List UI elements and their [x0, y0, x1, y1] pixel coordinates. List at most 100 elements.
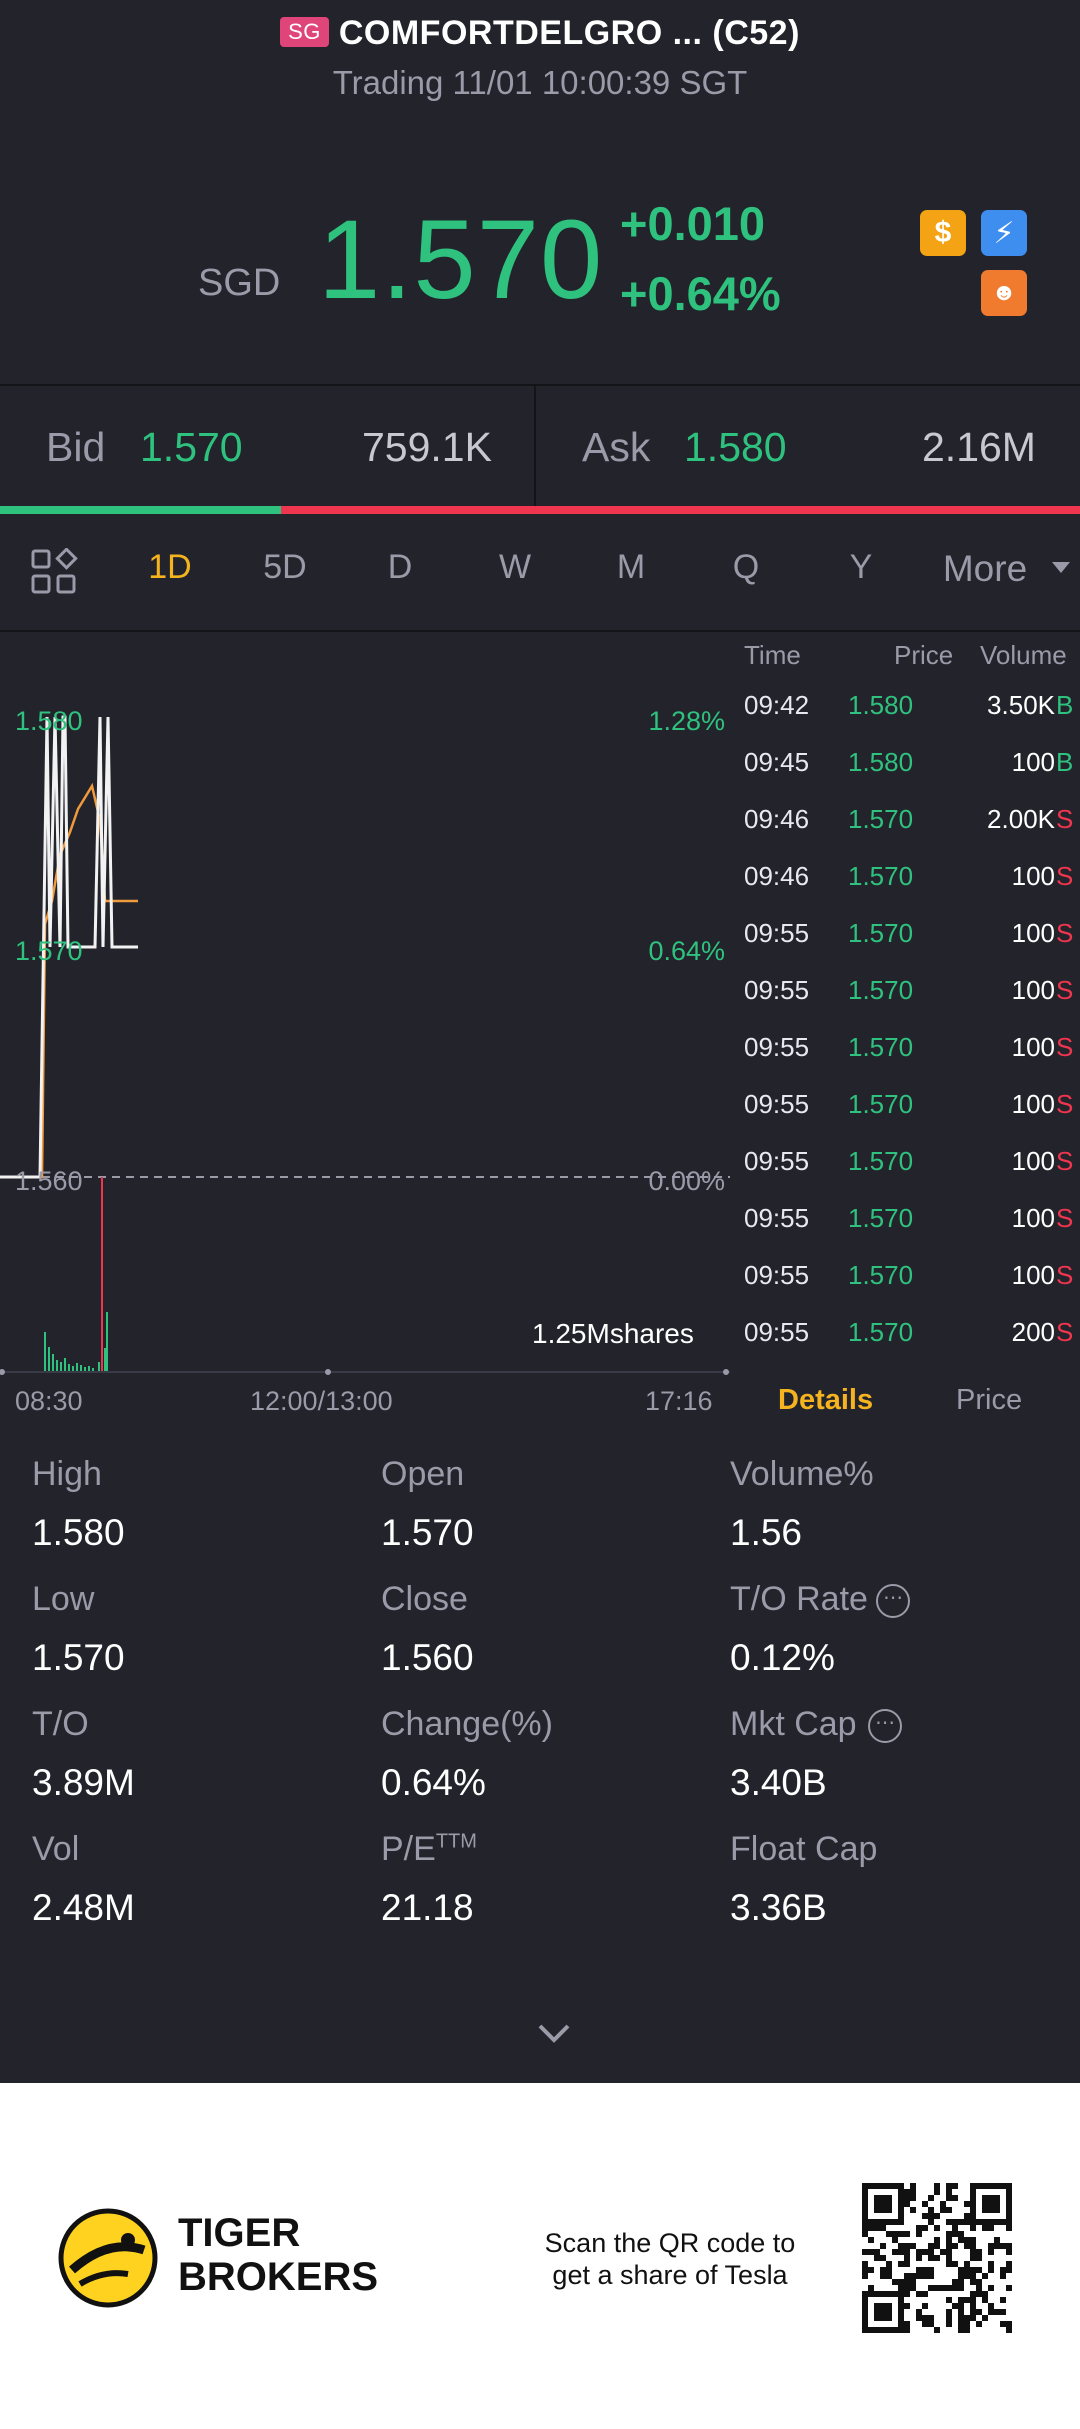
qr-module [898, 2327, 904, 2333]
qr-module [976, 2279, 982, 2285]
tab-q[interactable]: Q [732, 548, 760, 586]
qr-module [892, 2291, 898, 2297]
divider [0, 384, 1080, 386]
qr-module [892, 2237, 898, 2243]
qr-module [1006, 2267, 1012, 2273]
tiger-face-icon[interactable]: ☻ [981, 270, 1027, 316]
qr-module [970, 2237, 976, 2243]
layout-grid-icon[interactable] [30, 547, 78, 601]
trade-time: 09:42 [744, 690, 810, 720]
qr-module [1006, 2195, 1012, 2201]
qr-module [880, 2315, 886, 2321]
qr-module [964, 2267, 970, 2273]
qr-module [874, 2309, 880, 2315]
qr-module [946, 2195, 952, 2201]
qr-module [958, 2327, 964, 2333]
chevron-down-icon[interactable] [1052, 562, 1070, 573]
dollar-icon[interactable]: $ [920, 210, 966, 256]
trade-side: S [1056, 1260, 1074, 1290]
qr-module [910, 2183, 916, 2189]
volume-bar [68, 1364, 70, 1372]
qr-module [874, 2315, 880, 2321]
expand-chevron-icon[interactable] [536, 2022, 572, 2046]
trade-volume: 2.00K [987, 804, 1055, 834]
qr-module [988, 2183, 994, 2189]
trade-side: S [1056, 918, 1074, 948]
qr-code[interactable] [862, 2183, 1012, 2333]
qr-module [862, 2261, 868, 2267]
tab-w[interactable]: W [498, 548, 532, 586]
qr-module [916, 2273, 922, 2279]
qr-module [928, 2207, 934, 2213]
qr-module [934, 2213, 940, 2219]
qr-module [886, 2291, 892, 2297]
qr-module [922, 2303, 928, 2309]
qr-module [946, 2261, 952, 2267]
stat-high-value: 1.580 [32, 1512, 125, 1553]
trade-price: 1.570 [848, 1146, 914, 1176]
qr-module [916, 2249, 922, 2255]
trade-volume: 100 [1011, 747, 1055, 777]
tab-m[interactable]: M [616, 548, 646, 586]
qr-module [880, 2225, 886, 2231]
qr-module [880, 2327, 886, 2333]
qr-module [928, 2285, 934, 2291]
tab-details[interactable]: Details [778, 1384, 874, 1416]
qr-module [970, 2249, 976, 2255]
trade-time: 09:55 [744, 1089, 810, 1119]
tab-price[interactable]: Price [956, 1384, 1023, 1416]
qr-module [904, 2261, 910, 2267]
volume-bar [56, 1360, 58, 1372]
qr-module [880, 2255, 886, 2261]
trade-side: B [1056, 747, 1074, 777]
trades-header-volume: Volume [980, 640, 1067, 670]
qr-module [928, 2321, 934, 2327]
qr-module [988, 2285, 994, 2291]
intraday-chart[interactable] [0, 632, 730, 1392]
qr-module [862, 2207, 868, 2213]
qr-module [922, 2225, 928, 2231]
qr-module [994, 2183, 1000, 2189]
tab-5d[interactable]: 5D [263, 548, 307, 586]
more-info-icon[interactable]: ⋯ [868, 1709, 902, 1743]
more-info-icon[interactable]: ⋯ [876, 1584, 910, 1618]
qr-module [970, 2195, 976, 2201]
qr-module [952, 2303, 958, 2309]
bid-ask-bar: Bid 1.570 759.1K Ask 1.580 2.16M [0, 384, 1080, 508]
qr-module [904, 2249, 910, 2255]
qr-module [934, 2285, 940, 2291]
lightning-icon[interactable]: ⚡ [981, 210, 1027, 256]
qr-module [988, 2243, 994, 2249]
qr-module [988, 2195, 994, 2201]
bid-price: 1.570 [140, 424, 243, 470]
qr-module [976, 2291, 982, 2297]
tab-more[interactable]: More [942, 548, 1028, 589]
qr-module [928, 2195, 934, 2201]
qr-module [862, 2297, 868, 2303]
qr-module [982, 2201, 988, 2207]
qr-module [988, 2201, 994, 2207]
qr-module [994, 2309, 1000, 2315]
trade-time: 09:46 [744, 861, 810, 891]
trade-price: 1.570 [848, 1203, 914, 1233]
qr-module [970, 2225, 976, 2231]
qr-module [880, 2201, 886, 2207]
qr-module [922, 2201, 928, 2207]
qr-module [874, 2195, 880, 2201]
pct-tick-high: 1.28% [648, 706, 725, 736]
volume-bar [92, 1368, 94, 1372]
stat-pe-value: 21.18 [381, 1887, 474, 1928]
qr-module [940, 2207, 946, 2213]
volume-bar [104, 1348, 106, 1372]
x-tick-close: 17:16 [645, 1386, 713, 1416]
trade-time: 09:55 [744, 975, 810, 1005]
volume-bar [60, 1362, 62, 1372]
qr-module [988, 2249, 994, 2255]
trade-price: 1.570 [848, 918, 914, 948]
qr-module [982, 2273, 988, 2279]
tab-d[interactable]: D [387, 548, 413, 586]
stat-open-value: 1.570 [381, 1512, 474, 1553]
qr-module [922, 2267, 928, 2273]
tab-y[interactable]: Y [849, 548, 873, 586]
tab-1d[interactable]: 1D [148, 548, 192, 586]
